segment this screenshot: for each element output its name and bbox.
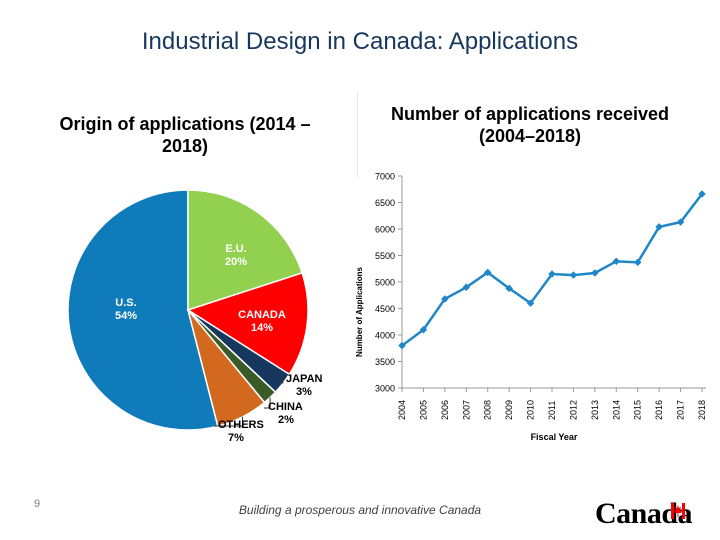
x-tick-label: 2005 <box>418 400 428 420</box>
data-point-2010 <box>526 299 535 308</box>
y-tick-label: 3000 <box>375 384 395 394</box>
footer-tagline: Building a prosperous and innovative Can… <box>238 503 482 517</box>
data-point-2007 <box>462 283 471 292</box>
data-point-2006 <box>441 295 449 303</box>
x-tick-label: 2018 <box>697 400 707 420</box>
x-tick-label: 2017 <box>676 400 686 420</box>
pie-value-label-china: 2% <box>278 414 294 426</box>
y-tick-label: 6000 <box>375 225 395 235</box>
y-axis-title: Number of Applications <box>355 266 364 356</box>
x-tick-label: 2009 <box>504 400 514 420</box>
y-tick-label: 3500 <box>375 357 395 367</box>
data-point-2011 <box>548 270 556 278</box>
pie-value-label-canada: 14% <box>251 322 273 334</box>
x-tick-label: 2013 <box>590 400 600 420</box>
pie-leader-china <box>264 397 271 409</box>
pie-label-japan: JAPAN <box>286 373 323 385</box>
pie-slice-e-u <box>187 189 304 312</box>
pie-value-label-e-u: 20% <box>225 256 247 268</box>
x-tick-label: 2010 <box>526 400 536 420</box>
page-number: 9 <box>34 498 41 510</box>
data-point-2005 <box>419 325 428 334</box>
pie-slice-u-s <box>67 189 219 431</box>
pie-label-canada: CANADA <box>238 309 286 321</box>
pie-label-e-u: E.U. <box>225 243 246 255</box>
y-tick-label: 5000 <box>375 278 395 288</box>
y-tick-label: 5500 <box>375 251 395 261</box>
x-tick-label: 2012 <box>568 400 578 420</box>
pie-chart-title: Origin of applications (2014 –2018) <box>59 114 311 156</box>
pie-label-china: CHINA <box>268 401 303 413</box>
data-point-2013 <box>591 269 599 277</box>
y-tick-label: 7000 <box>375 172 395 182</box>
x-tick-label: 2004 <box>397 400 407 420</box>
data-point-2018 <box>698 190 706 198</box>
slide-title: Industrial Design in Canada: Application… <box>141 28 579 55</box>
data-point-2004 <box>398 341 406 350</box>
data-point-2009 <box>505 284 513 293</box>
line-chart-title: Number of applications received (2004–20… <box>390 104 670 146</box>
y-tick-label: 6500 <box>375 198 395 208</box>
y-tick-label: 4500 <box>375 304 395 314</box>
x-tick-label: 2015 <box>633 400 643 420</box>
data-point-2016 <box>655 223 663 231</box>
pie-label-others: OTHERS <box>218 419 264 431</box>
data-point-2017 <box>676 218 685 226</box>
pie-value-label-u-s: 54% <box>115 310 137 322</box>
x-tick-label: 2011 <box>547 401 557 420</box>
pie-slice-canada <box>186 271 309 376</box>
canada-flag-icon <box>671 503 685 519</box>
data-point-2008 <box>483 268 492 277</box>
data-point-2015 <box>633 258 642 267</box>
data-point-2012 <box>569 271 578 279</box>
x-tick-label: 2007 <box>461 400 471 420</box>
series-line-applications <box>401 193 703 347</box>
x-tick-label: 2016 <box>654 400 664 420</box>
y-tick-label: 4000 <box>375 331 395 341</box>
pie-value-label-others: 7% <box>228 432 244 444</box>
data-point-2014 <box>612 257 621 266</box>
pie-leader-japan <box>282 379 284 384</box>
canada-wordmark-logo: Canada <box>595 497 693 530</box>
x-tick-label: 2014 <box>611 400 621 420</box>
x-axis-title: Fiscal Year <box>531 432 578 442</box>
pie-label-u-s: U.S. <box>115 297 136 309</box>
title-divider <box>357 93 358 178</box>
pie-value-label-japan: 3% <box>296 386 312 398</box>
x-tick-label: 2008 <box>483 400 493 420</box>
pie-leader-others <box>214 416 243 427</box>
x-tick-label: 2006 <box>440 400 450 420</box>
